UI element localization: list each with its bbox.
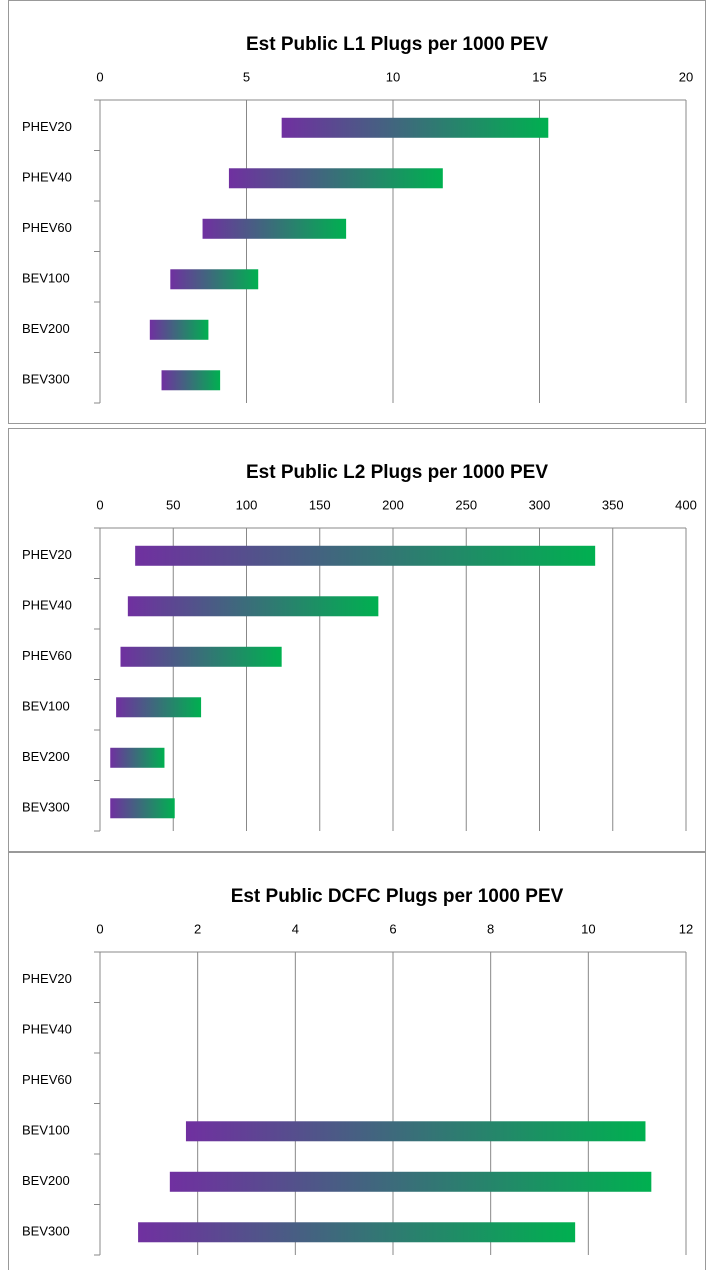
y-tick-label: PHEV20 <box>22 971 72 986</box>
x-tick-label: 0 <box>96 69 103 84</box>
bar <box>202 218 347 239</box>
bar <box>228 168 443 189</box>
y-tick-label: PHEV40 <box>22 170 72 185</box>
x-tick-label: 8 <box>487 921 494 936</box>
x-tick-label: 6 <box>389 921 396 936</box>
y-tick-label: PHEV60 <box>22 648 72 663</box>
x-tick-label: 50 <box>166 497 180 512</box>
y-tick-label: BEV100 <box>22 271 70 286</box>
chart-title: Est Public L2 Plugs per 1000 PEV <box>246 462 548 483</box>
y-tick-label: BEV300 <box>22 372 70 387</box>
y-tick-label: BEV200 <box>22 749 70 764</box>
x-tick-label: 400 <box>675 497 697 512</box>
panel-border <box>8 428 706 852</box>
x-tick-label: 350 <box>602 497 624 512</box>
panel-border <box>8 852 706 1270</box>
y-tick-label: PHEV40 <box>22 598 72 613</box>
bar <box>135 545 596 566</box>
panel-border <box>8 0 706 424</box>
chart-title: Est Public L1 Plugs per 1000 PEV <box>246 34 548 55</box>
x-tick-label: 0 <box>96 497 103 512</box>
x-tick-label: 20 <box>679 69 693 84</box>
bar <box>110 747 165 768</box>
y-tick-label: BEV100 <box>22 1123 70 1138</box>
x-tick-label: 15 <box>532 69 546 84</box>
y-tick-label: BEV200 <box>22 1173 70 1188</box>
y-tick-label: BEV300 <box>22 800 70 815</box>
bar <box>110 798 175 819</box>
x-tick-label: 10 <box>386 69 400 84</box>
bar <box>169 1171 652 1192</box>
bar <box>281 117 549 138</box>
bar <box>127 596 379 617</box>
x-tick-label: 2 <box>194 921 201 936</box>
y-tick-label: PHEV20 <box>22 547 72 562</box>
y-tick-label: BEV100 <box>22 699 70 714</box>
bar <box>170 269 259 290</box>
x-tick-label: 200 <box>382 497 404 512</box>
bar <box>116 697 202 718</box>
y-tick-label: PHEV60 <box>22 1072 72 1087</box>
x-tick-label: 100 <box>236 497 258 512</box>
y-tick-label: BEV200 <box>22 321 70 336</box>
x-tick-label: 300 <box>529 497 551 512</box>
x-tick-label: 5 <box>243 69 250 84</box>
x-tick-label: 4 <box>292 921 299 936</box>
y-tick-label: PHEV20 <box>22 119 72 134</box>
bar <box>138 1222 576 1243</box>
bar <box>149 319 209 340</box>
x-tick-label: 250 <box>455 497 477 512</box>
bar <box>185 1121 646 1142</box>
bar <box>120 646 282 667</box>
y-tick-label: PHEV60 <box>22 220 72 235</box>
bar <box>161 370 221 391</box>
y-tick-label: BEV300 <box>22 1224 70 1239</box>
y-tick-label: PHEV40 <box>22 1022 72 1037</box>
x-tick-label: 12 <box>679 921 693 936</box>
x-tick-label: 150 <box>309 497 331 512</box>
chart-title: Est Public DCFC Plugs per 1000 PEV <box>231 886 564 907</box>
x-tick-label: 10 <box>581 921 595 936</box>
x-tick-label: 0 <box>96 921 103 936</box>
